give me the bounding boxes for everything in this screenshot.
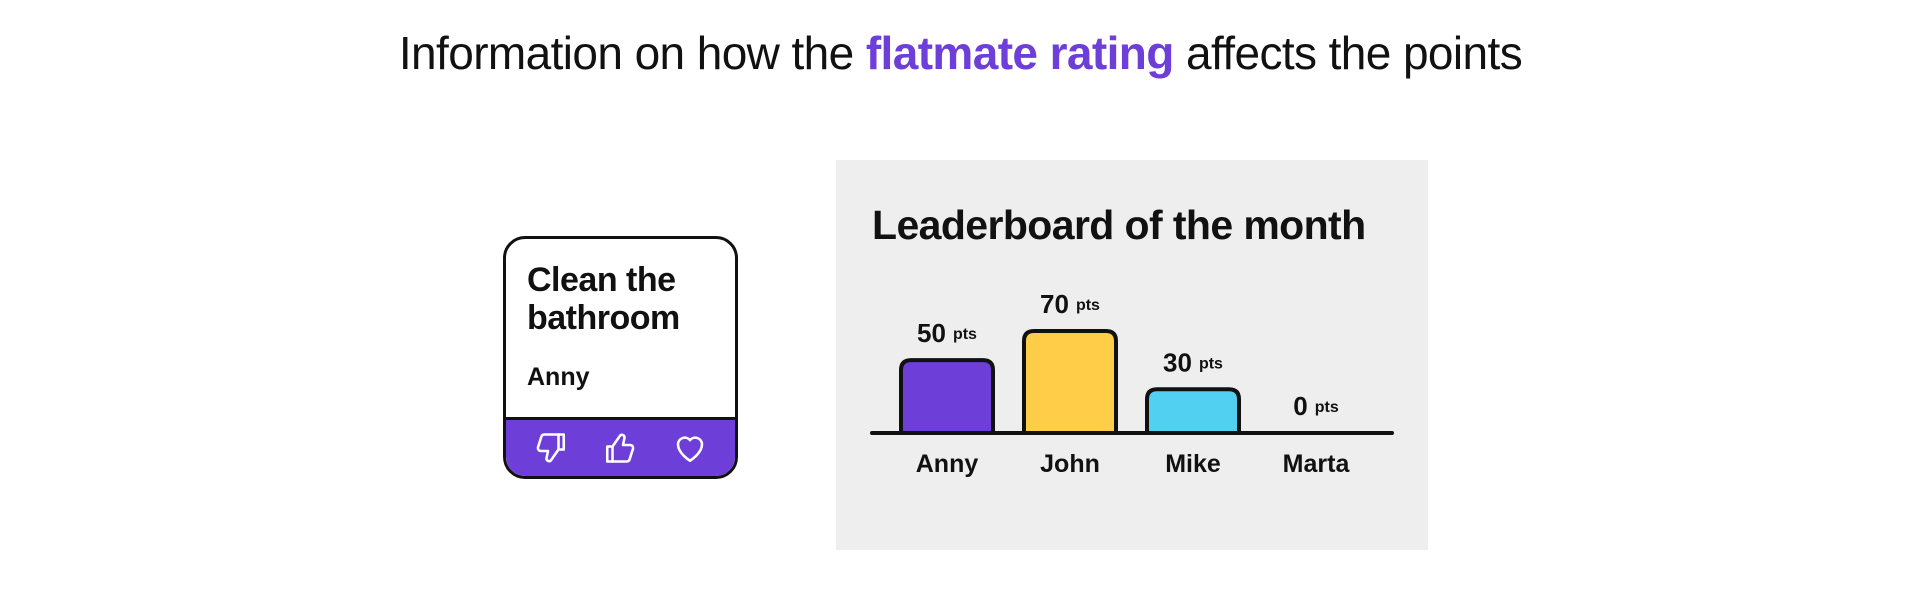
bar-anny	[899, 358, 995, 435]
thumbs-down-icon	[536, 433, 565, 463]
category-label-marta: Marta	[1283, 450, 1351, 478]
bar-mike	[1145, 387, 1241, 435]
value-label-john: 70 pts	[1040, 289, 1100, 319]
value-unit: pts	[1076, 297, 1100, 314]
task-card[interactable]: Clean the bathroom Anny	[503, 236, 738, 479]
value-number: 50	[917, 318, 946, 348]
leaderboard-panel: 50 pts Anny 70 pts John 30 pts Mike 0 pts Marta Lea…	[836, 160, 1428, 550]
category-label-anny: Anny	[916, 450, 979, 478]
headline: Information on how the flatmate rating a…	[0, 26, 1921, 80]
headline-prefix: Information on how the	[398, 27, 854, 79]
labels-layer: 50 pts Anny 70 pts John 30 pts Mike 0 pts Marta	[916, 289, 1351, 478]
task-assignee: Anny	[527, 363, 590, 391]
heart-icon	[676, 436, 704, 463]
bar-john	[1022, 329, 1118, 435]
category-label-mike: Mike	[1165, 450, 1221, 478]
value-number: 30	[1163, 347, 1192, 377]
value-label-anny: 50 pts	[917, 318, 977, 348]
value-unit: pts	[953, 326, 977, 343]
value-number: 0	[1293, 391, 1307, 421]
rating-bar	[506, 417, 735, 476]
value-number: 70	[1040, 289, 1069, 319]
thumbs-down-button[interactable]	[529, 426, 573, 470]
headline-highlight: flatmate rating	[865, 27, 1175, 79]
value-label-mike: 30 pts	[1163, 347, 1223, 377]
thumbs-up-button[interactable]	[598, 426, 642, 470]
bars-layer	[899, 329, 1241, 435]
leaderboard-chart: 50 pts Anny 70 pts John 30 pts Mike 0 pts Marta	[870, 289, 1394, 478]
task-title: Clean the bathroom	[527, 261, 680, 337]
value-label-marta: 0 pts	[1293, 391, 1339, 421]
category-label-john: John	[1040, 450, 1100, 478]
value-unit: pts	[1315, 399, 1339, 416]
thumbs-up-icon	[606, 433, 635, 463]
headline-suffix: affects the points	[1185, 27, 1523, 79]
value-unit: pts	[1199, 355, 1223, 372]
leaderboard-title: Leaderboard of the month	[872, 202, 1366, 248]
heart-button[interactable]	[668, 426, 712, 470]
